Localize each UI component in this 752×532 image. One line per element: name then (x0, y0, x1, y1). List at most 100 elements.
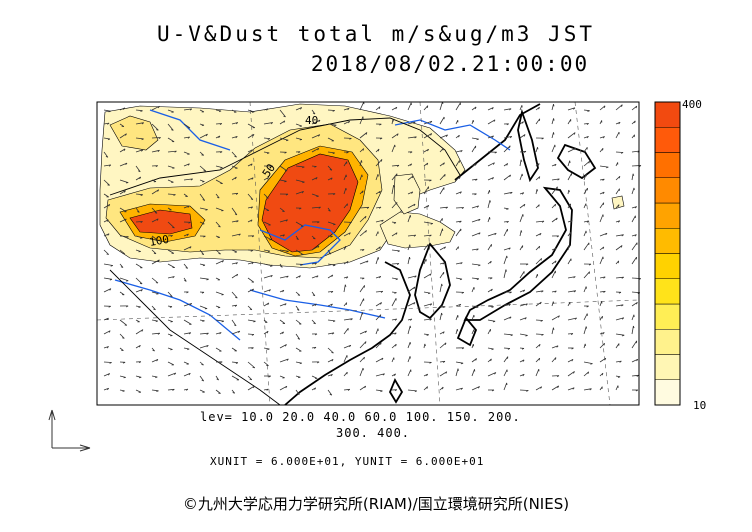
wind-arrow (231, 347, 237, 352)
wind-arrow-head (284, 303, 287, 306)
wind-arrow (183, 372, 191, 377)
wind-arrow-head (366, 206, 370, 209)
wind-arrow-head (346, 276, 349, 279)
wind-arrow (215, 260, 224, 265)
wind-arrow (103, 373, 110, 377)
wind-arrow-head (492, 162, 495, 165)
wind-arrow (631, 173, 634, 181)
wind-arrow (135, 329, 144, 335)
wind-arrow (215, 207, 224, 211)
wind-arrow-head (494, 233, 497, 236)
wind-arrow (503, 356, 509, 363)
wind-arrow (391, 298, 397, 307)
wind-arrow-head (429, 273, 432, 276)
wind-arrow-head (347, 108, 350, 111)
wind-arrow-head (364, 330, 367, 333)
wind-arrow-head (218, 253, 221, 255)
wind-arrow (247, 361, 256, 369)
wind-arrow-head (285, 385, 288, 389)
wind-arrow-head (394, 389, 398, 392)
wind-arrow (535, 333, 544, 335)
wind-arrow-head (190, 178, 193, 181)
wind-arrow (599, 214, 604, 223)
wind-arrow (375, 342, 382, 349)
wind-arrow (375, 373, 385, 377)
wind-arrow (439, 134, 448, 139)
wind-arrow-head (253, 320, 256, 323)
wind-arrow-head (187, 205, 190, 208)
wind-arrow-head (602, 246, 605, 250)
wind-arrow-head (330, 303, 333, 307)
wind-arrow-head (509, 316, 512, 319)
wind-arrow-head (125, 305, 129, 308)
wind-arrow (199, 389, 205, 393)
wind-arrow (423, 303, 432, 307)
wind-arrow-head (556, 217, 558, 221)
wind-arrow (295, 221, 304, 227)
contour-label-100: 100 (148, 233, 170, 249)
wind-arrow (103, 109, 111, 112)
wind-arrow-head (460, 362, 464, 365)
wind-arrow (391, 202, 398, 209)
wind-arrow (631, 187, 635, 195)
wind-arrow (327, 137, 334, 142)
wind-arrow-head (171, 129, 174, 131)
wind-arrow-head (520, 159, 523, 162)
dust-concentration-layers (99, 103, 625, 269)
wind-arrow-head (280, 265, 283, 268)
wind-arrow-head (333, 193, 336, 196)
wind-arrow (439, 206, 448, 209)
wind-arrow (375, 357, 384, 363)
wind-arrow (215, 165, 223, 168)
wind-arrow (119, 277, 129, 282)
wind-arrow-head (474, 163, 477, 166)
legend-swatch (654, 253, 681, 279)
wind-arrow (455, 303, 461, 307)
wind-arrow (519, 303, 528, 307)
wind-arrow (471, 386, 480, 391)
wind-arrow (551, 178, 560, 181)
wind-arrow-head (552, 301, 555, 304)
wind-arrow (551, 118, 554, 125)
wind-arrow-head (620, 152, 624, 154)
wind-arrow-head (315, 177, 318, 180)
wind-arrow (295, 191, 304, 195)
wind-arrow (359, 148, 364, 153)
wind-arrow (167, 221, 175, 229)
wind-arrow-head (619, 360, 622, 363)
wind-arrow (471, 248, 479, 251)
wind-arrow-head (266, 197, 269, 199)
wind-arrow (359, 356, 365, 363)
wind-arrow (151, 218, 159, 223)
wind-arrow (583, 109, 590, 112)
wind-arrow-head (216, 378, 219, 381)
wind-arrow-head (602, 332, 605, 335)
wind-arrow (151, 305, 156, 311)
wind-arrow (119, 249, 125, 255)
wind-arrow-head (312, 294, 316, 297)
wind-arrow (423, 244, 429, 251)
wind-arrow-head (506, 221, 509, 224)
wind-arrow (487, 319, 496, 322)
wind-arrow-head (105, 156, 109, 158)
wind-arrow-head (140, 194, 143, 196)
wind-arrow-head (156, 390, 159, 392)
wind-arrow-head (123, 148, 126, 152)
wind-arrow (471, 178, 478, 181)
wind-arrow (183, 151, 190, 155)
wind-arrow-head (410, 318, 413, 321)
wind-arrow (519, 105, 523, 111)
wind-arrow-head (442, 386, 444, 390)
wind-arrow (615, 104, 623, 111)
wind-arrow-head (203, 235, 206, 238)
wind-arrow (183, 246, 192, 251)
wind-arrow-head (634, 234, 637, 237)
wind-arrow (471, 314, 475, 321)
wind-arrow (487, 107, 494, 111)
wind-arrow (167, 249, 175, 254)
wind-arrow (343, 388, 350, 391)
wind-arrow (311, 177, 318, 181)
wind-arrow-head (267, 302, 270, 306)
wind-arrow-head (461, 292, 464, 294)
wind-arrow (551, 357, 557, 363)
